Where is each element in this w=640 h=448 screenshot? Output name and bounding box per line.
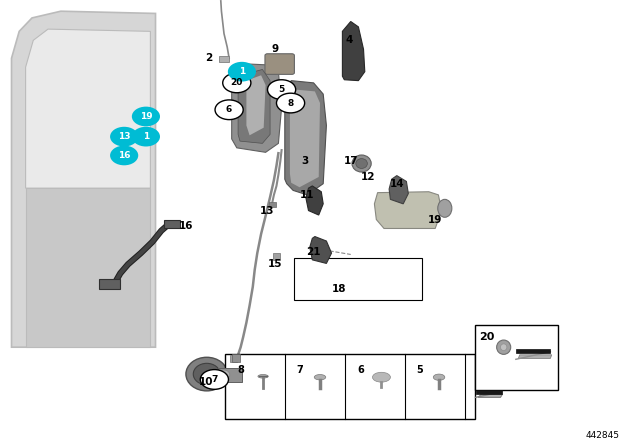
Bar <box>219 56 229 62</box>
Text: 7: 7 <box>297 365 303 375</box>
Bar <box>273 253 280 260</box>
Text: 8: 8 <box>237 365 244 375</box>
Text: 7: 7 <box>211 375 218 384</box>
Text: 20: 20 <box>230 78 243 87</box>
Text: 19: 19 <box>428 215 442 224</box>
Text: 1: 1 <box>239 67 245 76</box>
Ellipse shape <box>193 363 220 385</box>
Text: 16: 16 <box>118 151 131 160</box>
Text: 5: 5 <box>278 85 285 94</box>
Ellipse shape <box>314 375 326 380</box>
Ellipse shape <box>497 340 511 354</box>
Circle shape <box>223 73 251 93</box>
Text: 15: 15 <box>268 259 282 269</box>
Polygon shape <box>26 188 150 347</box>
Polygon shape <box>246 75 266 135</box>
Text: 442845: 442845 <box>586 431 620 440</box>
Text: 19: 19 <box>140 112 152 121</box>
Polygon shape <box>290 90 320 187</box>
Text: 2: 2 <box>205 53 212 63</box>
Polygon shape <box>285 81 326 195</box>
Polygon shape <box>389 176 408 204</box>
Circle shape <box>268 80 296 99</box>
Ellipse shape <box>258 375 268 378</box>
Text: 6: 6 <box>357 365 364 375</box>
Bar <box>269 202 276 207</box>
Circle shape <box>110 146 138 165</box>
Ellipse shape <box>500 344 507 350</box>
Text: 9: 9 <box>271 44 279 54</box>
Polygon shape <box>518 355 552 358</box>
Text: 10: 10 <box>199 377 213 387</box>
Ellipse shape <box>433 374 445 380</box>
Bar <box>294 258 422 300</box>
Polygon shape <box>342 22 365 81</box>
Text: 3: 3 <box>301 156 308 166</box>
Text: 6: 6 <box>226 105 232 114</box>
Text: 11: 11 <box>300 190 314 200</box>
Ellipse shape <box>438 199 452 217</box>
Text: 16: 16 <box>179 221 193 231</box>
Text: 21: 21 <box>307 247 321 257</box>
Text: 4: 4 <box>345 35 353 45</box>
Bar <box>476 390 502 394</box>
Text: 13: 13 <box>118 132 131 141</box>
Ellipse shape <box>218 370 230 380</box>
Ellipse shape <box>372 372 390 382</box>
Bar <box>232 354 240 362</box>
FancyBboxPatch shape <box>265 54 294 74</box>
Circle shape <box>110 127 138 146</box>
Bar <box>230 355 237 362</box>
Circle shape <box>200 370 228 389</box>
Bar <box>475 325 558 390</box>
Text: 1: 1 <box>143 132 149 141</box>
Text: 17: 17 <box>344 156 358 166</box>
Polygon shape <box>238 69 270 143</box>
Text: 8: 8 <box>287 99 294 108</box>
Circle shape <box>132 127 160 146</box>
Bar <box>225 354 475 419</box>
Circle shape <box>276 93 305 113</box>
FancyBboxPatch shape <box>164 220 180 228</box>
Text: 18: 18 <box>332 284 346 294</box>
Circle shape <box>132 107 160 126</box>
Ellipse shape <box>352 155 371 172</box>
Polygon shape <box>306 186 323 215</box>
Circle shape <box>228 62 256 82</box>
Polygon shape <box>310 237 332 263</box>
Polygon shape <box>12 11 156 347</box>
Bar <box>516 349 550 353</box>
FancyBboxPatch shape <box>99 279 120 289</box>
Text: 13: 13 <box>260 206 275 215</box>
Ellipse shape <box>186 358 228 391</box>
Polygon shape <box>26 29 150 188</box>
Text: 12: 12 <box>361 172 375 182</box>
Ellipse shape <box>356 159 367 168</box>
Text: 14: 14 <box>390 179 404 189</box>
Polygon shape <box>232 64 282 152</box>
Polygon shape <box>374 192 442 228</box>
Text: 5: 5 <box>417 365 423 375</box>
Text: 20: 20 <box>479 332 494 342</box>
Polygon shape <box>478 394 502 397</box>
Circle shape <box>215 100 243 120</box>
Bar <box>218 368 242 382</box>
